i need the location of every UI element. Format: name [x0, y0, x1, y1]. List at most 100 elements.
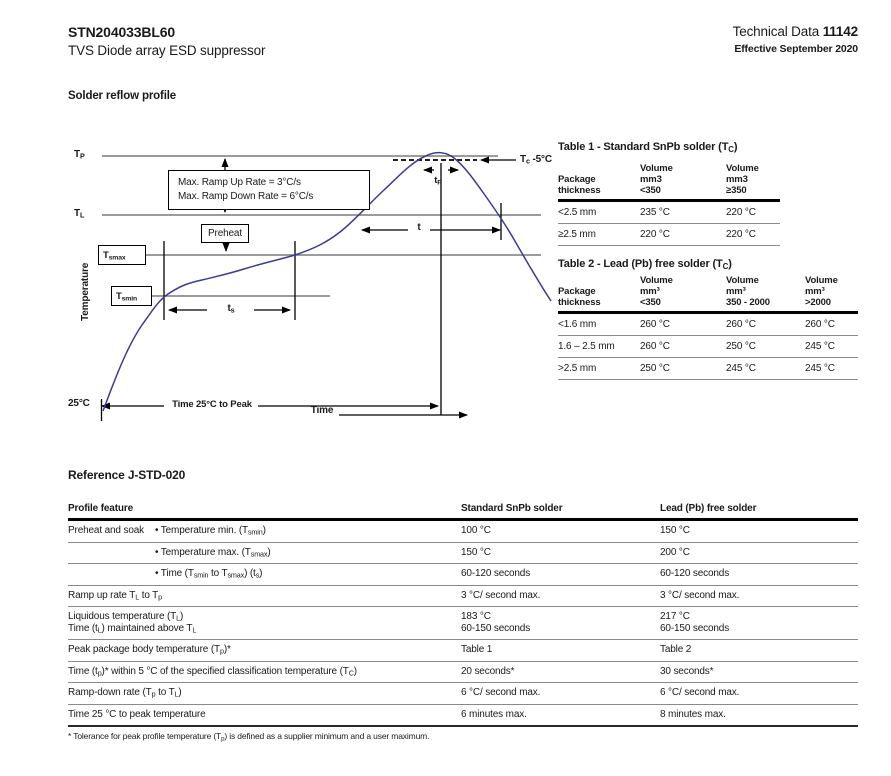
temp-cell: 245 °C	[726, 363, 756, 374]
pbfree-value-cell: 30 seconds*	[660, 665, 714, 677]
profile-feature-cell: Liquidous temperature (TL) Time (tL) main…	[68, 611, 197, 635]
table-row: >2.5 mm 250 °C 245 °C 245 °C	[558, 358, 858, 380]
column-header: Package thickness	[558, 286, 601, 308]
table-row: ≥2.5 mm 220 °C 220 °C	[558, 224, 780, 246]
doc-number: 11142	[822, 24, 858, 39]
preheat-label: Preheat	[208, 228, 242, 239]
table2-pb-free: Table 2 - Lead (Pb) free solder (TC) Pac…	[558, 258, 858, 380]
column-header: Standard SnPb solder	[461, 503, 563, 514]
snpb-value-cell: Table 1	[461, 644, 493, 655]
table2-title: Table 2 - Lead (Pb) free solder (TC)	[558, 258, 732, 271]
temp-cell: 235 °C	[640, 207, 670, 218]
temp-cell: 220 °C	[726, 207, 756, 218]
profile-feature-cell: Ramp-down rate (Tp to TL)	[68, 687, 182, 699]
snpb-value-cell: 6 °C/ second max.	[461, 687, 541, 698]
package-thickness-cell: ≥2.5 mm	[558, 229, 596, 240]
snpb-value-cell: 100 °C	[461, 525, 491, 536]
ramp-rate-box: Max. Ramp Up Rate = 3°C/s Max. Ramp Down…	[168, 170, 370, 210]
profile-feature-cell: Time 25 °C to peak temperature	[68, 708, 206, 720]
reference-header-row: Profile feature Standard SnPb solder Lea…	[68, 503, 858, 521]
table-row: <1.6 mm 260 °C 260 °C 260 °C	[558, 314, 858, 336]
table1-standard-snpb: Table 1 - Standard SnPb solder (TC) Pack…	[558, 141, 780, 246]
pbfree-value-cell: 3 °C/ second max.	[660, 589, 740, 601]
x-axis-label: Time	[310, 405, 334, 416]
column-header: Profile feature	[68, 503, 133, 514]
section-title: Solder reflow profile	[68, 90, 177, 102]
table1-title: Table 1 - Standard SnPb solder (TC)	[558, 141, 738, 154]
temperature-reference-lines	[102, 155, 541, 297]
feature-group-cell	[68, 547, 155, 559]
tc-minus5-label: Tc -5°C	[520, 154, 552, 166]
feature-group-cell: Preheat and soak	[68, 525, 144, 536]
start-temp-label: 25°C	[68, 398, 90, 409]
profile-feature-cell: • Temperature max. (Tsmax)	[155, 546, 271, 559]
package-thickness-cell: <2.5 mm	[558, 207, 597, 218]
reflow-chart-graphic	[100, 151, 552, 421]
ramp-down-rate-text: Max. Ramp Down Rate = 6°C/s	[178, 191, 314, 202]
table-row: <2.5 mm 235 °C 220 °C	[558, 202, 780, 224]
table-row: Time (tp)* within 5 °C of the specified …	[68, 662, 858, 683]
column-header: Volume mm3 <350	[640, 163, 673, 196]
feature-group-cell	[68, 568, 155, 580]
temp-cell: 250 °C	[640, 363, 670, 374]
table-row: Ramp up rate TL to Tp 3 °C/ second max. …	[68, 586, 858, 607]
snpb-value-cell: 6 minutes max.	[461, 708, 527, 720]
temp-cell: 245 °C	[805, 341, 835, 352]
profile-feature-cell: Ramp up rate TL to Tp	[68, 589, 162, 602]
temperature-profile-curve	[102, 151, 552, 412]
table1-header-row: Package thickness Volume mm3 <350 Volume…	[558, 163, 780, 202]
snpb-value-cell: 183 °C 60-150 seconds	[461, 611, 531, 634]
table-row: Ramp-down rate (Tp to TL) 6 °C/ second m…	[68, 683, 858, 705]
footnote: * Tolerance for peak profile temperature…	[68, 731, 430, 743]
part-subtitle: TVS Diode array ESD suppressor	[68, 43, 266, 58]
pbfree-value-cell: 200 °C	[660, 546, 690, 558]
ts-duration-label: ts	[227, 303, 235, 315]
snpb-value-cell: 20 seconds*	[461, 665, 515, 677]
time-to-peak-label: Time 25°C to Peak	[172, 399, 252, 410]
snpb-value-cell: 150 °C	[461, 546, 491, 558]
temp-cell: 260 °C	[726, 319, 756, 330]
table-row: Peak package body temperature (Tp)* Tabl…	[68, 640, 858, 662]
profile-feature-cell: Peak package body temperature (Tp)*	[68, 644, 231, 656]
temp-cell: 245 °C	[805, 363, 835, 374]
tl-axis-label: TL	[74, 208, 85, 220]
package-thickness-cell: 1.6 – 2.5 mm	[558, 341, 615, 352]
pbfree-value-cell: 217 °C 60-150 seconds	[660, 611, 730, 634]
temp-cell: 260 °C	[640, 341, 670, 352]
tp-axis-label: TP	[74, 149, 85, 161]
column-header: Volume mm³ >2000	[805, 275, 838, 308]
tsmax-label: Tsmax	[103, 249, 126, 262]
package-thickness-cell: >2.5 mm	[558, 363, 597, 374]
ramp-up-rate-text: Max. Ramp Up Rate = 3°C/s	[178, 177, 301, 188]
pbfree-value-cell: 150 °C	[660, 525, 690, 536]
temp-cell: 260 °C	[640, 319, 670, 330]
profile-feature-cell: • Time (Tsmin to Tsmax) (ts)	[155, 568, 263, 580]
column-header: Volume mm3 ≥350	[726, 163, 759, 196]
tsmax-label-box: Tsmax	[98, 245, 146, 265]
temp-cell: 250 °C	[726, 341, 756, 352]
column-header: Lead (Pb) free solder	[660, 503, 757, 514]
t-duration-label: t	[417, 222, 421, 233]
preheat-label-box: Preheat	[201, 224, 249, 243]
table-row: • Time (Tsmin to Tsmax) (ts) 60-120 seco…	[68, 564, 858, 586]
table-row: Preheat and soak • Temperature min. (Tsmi…	[68, 521, 858, 543]
table-row: Liquidous temperature (TL) Time (tL) main…	[68, 607, 858, 640]
reference-table: Reference J-STD-020 Profile feature Stan…	[68, 468, 858, 727]
y-axis-label: Temperature	[80, 262, 91, 321]
reflow-profile-chart: TP TL Tsmax Tsmin Max. Ramp Up Rate = 3°…	[68, 133, 573, 435]
column-header: Volume mm³ 350 - 2000	[726, 275, 770, 308]
temp-cell: 260 °C	[805, 319, 835, 330]
snpb-value-cell: 60-120 seconds	[461, 568, 531, 579]
tp-duration-label: tP	[434, 175, 442, 187]
tsmin-label: Tsmin	[116, 290, 137, 303]
profile-feature-cell: Time (tp)* within 5 °C of the specified …	[68, 665, 357, 678]
pbfree-value-cell: 8 minutes max.	[660, 708, 726, 720]
pbfree-value-cell: 60-120 seconds	[660, 568, 730, 579]
package-thickness-cell: <1.6 mm	[558, 319, 597, 330]
temp-cell: 220 °C	[640, 229, 670, 240]
table-row: • Temperature max. (Tsmax) 150 °C 200 °C	[68, 543, 858, 564]
table2-header-row: Package thickness Volume mm³ <350 Volume…	[558, 275, 858, 314]
doc-title: Technical Data 11142	[733, 24, 859, 39]
column-header: Volume mm³ <350	[640, 275, 673, 308]
